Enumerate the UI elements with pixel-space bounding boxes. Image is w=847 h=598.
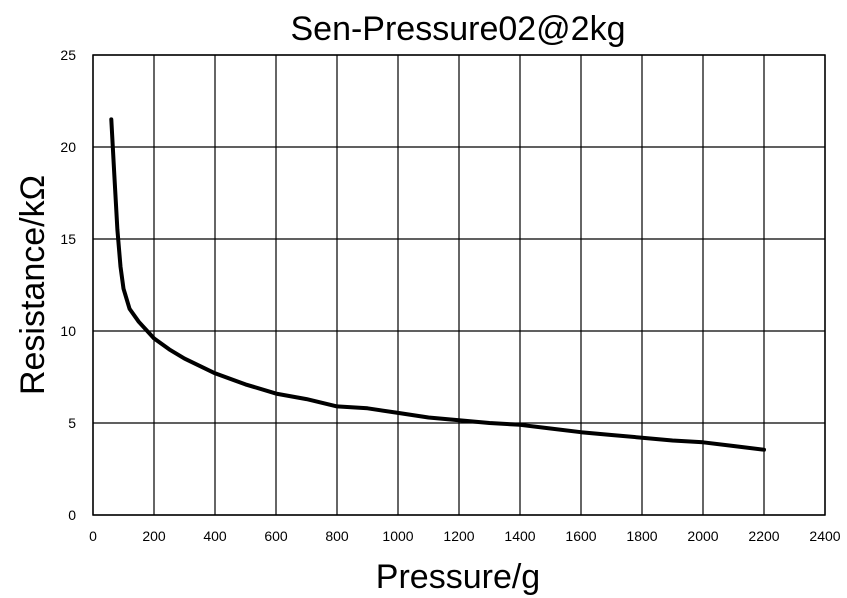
x-tick-label: 2200 (748, 528, 779, 544)
y-axis-ticks: 0 5 10 15 20 25 (60, 47, 76, 523)
plot-frame (92, 54, 826, 516)
x-tick-label: 400 (203, 528, 227, 544)
x-tick-label: 0 (89, 528, 97, 544)
y-tick-label: 25 (60, 47, 76, 63)
y-tick-label: 10 (60, 323, 76, 339)
x-axis-ticks: 0 200 400 600 800 1000 1200 1400 1600 1800 2000 220… (89, 528, 841, 544)
y-tick-label: 0 (68, 507, 76, 523)
x-tick-label: 1000 (382, 528, 413, 544)
x-tick-label: 1800 (626, 528, 657, 544)
grid (92, 54, 826, 516)
x-tick-label: 1600 (565, 528, 596, 544)
y-tick-label: 20 (60, 139, 76, 155)
x-axis-label: Pressure/g (376, 558, 540, 596)
x-tick-label: 600 (264, 528, 288, 544)
x-tick-label: 1400 (504, 528, 535, 544)
x-tick-label: 800 (325, 528, 349, 544)
y-axis-label: Resistance/kΩ (14, 175, 52, 395)
series-line-resistance (109, 117, 766, 452)
x-tick-label: 1200 (443, 528, 474, 544)
x-tick-label: 2000 (687, 528, 718, 544)
y-tick-label: 5 (68, 415, 76, 431)
chart-title: Sen-Pressure02@2kg (290, 10, 625, 48)
x-tick-label: 2400 (809, 528, 840, 544)
x-tick-label: 200 (142, 528, 166, 544)
y-tick-label: 15 (60, 231, 76, 247)
